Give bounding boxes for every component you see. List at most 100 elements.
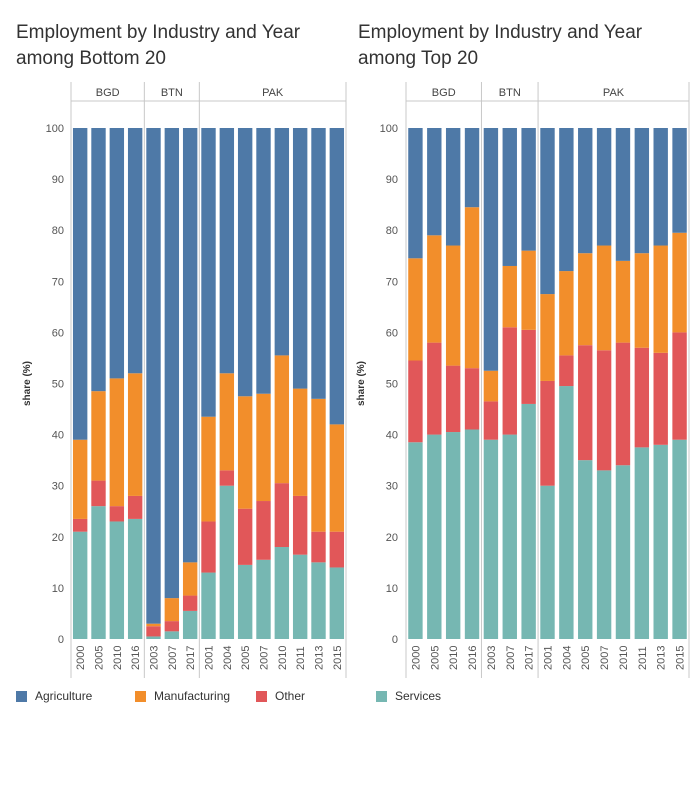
bar-segment-agriculture[interactable] (237, 128, 253, 397)
legend-item-other[interactable]: Other (256, 689, 305, 703)
bar-segment-manufacturing[interactable] (127, 373, 143, 496)
bar-segment-other[interactable] (427, 342, 442, 435)
bar-segment-services[interactable] (256, 559, 271, 639)
bar-segment-agriculture[interactable] (182, 128, 198, 563)
bar-segment-services[interactable] (164, 631, 180, 639)
bar-segment-other[interactable] (596, 350, 612, 471)
bar-segment-manufacturing[interactable] (274, 355, 290, 484)
bar-segment-manufacturing[interactable] (72, 439, 88, 519)
bar-segment-agriculture[interactable] (559, 128, 574, 272)
bar-segment-services[interactable] (578, 460, 593, 639)
bar-segment-manufacturing[interactable] (427, 235, 442, 343)
bar-segment-agriculture[interactable] (274, 128, 290, 356)
bar-segment-agriculture[interactable] (219, 128, 235, 374)
bar-segment-manufacturing[interactable] (329, 424, 345, 532)
bar-segment-services[interactable] (329, 567, 345, 639)
bar-segment-services[interactable] (219, 485, 235, 639)
bar-segment-services[interactable] (559, 386, 574, 639)
bar-segment-other[interactable] (274, 483, 290, 548)
bar-segment-agriculture[interactable] (653, 128, 668, 246)
bar-segment-other[interactable] (237, 508, 253, 565)
bar-segment-manufacturing[interactable] (653, 245, 668, 353)
bar-segment-manufacturing[interactable] (634, 253, 650, 348)
bar-segment-services[interactable] (427, 434, 442, 639)
bar-segment-manufacturing[interactable] (146, 623, 161, 627)
bar-segment-manufacturing[interactable] (578, 253, 593, 346)
bar-segment-agriculture[interactable] (329, 128, 345, 425)
bar-segment-agriculture[interactable] (634, 128, 650, 254)
bar-segment-other[interactable] (408, 360, 423, 443)
bar-segment-services[interactable] (596, 470, 612, 639)
bar-segment-agriculture[interactable] (578, 128, 593, 254)
bar-segment-manufacturing[interactable] (445, 245, 461, 366)
bar-segment-services[interactable] (72, 531, 88, 639)
bar-segment-manufacturing[interactable] (464, 207, 480, 369)
bar-segment-manufacturing[interactable] (559, 271, 574, 356)
bar-segment-agriculture[interactable] (445, 128, 461, 246)
bar-segment-services[interactable] (274, 547, 290, 639)
bar-segment-services[interactable] (634, 447, 650, 639)
bar-segment-other[interactable] (109, 506, 125, 522)
bar-segment-services[interactable] (182, 610, 198, 639)
bar-segment-manufacturing[interactable] (483, 370, 499, 402)
bar-segment-services[interactable] (237, 564, 253, 639)
bar-segment-agriculture[interactable] (91, 128, 106, 392)
bar-segment-services[interactable] (201, 572, 216, 639)
bar-segment-services[interactable] (127, 518, 143, 639)
bar-segment-manufacturing[interactable] (311, 398, 326, 532)
bar-segment-services[interactable] (653, 444, 668, 639)
bar-segment-manufacturing[interactable] (91, 391, 106, 481)
bar-segment-manufacturing[interactable] (164, 598, 180, 622)
bar-segment-other[interactable] (292, 495, 308, 555)
bar-segment-other[interactable] (91, 480, 106, 507)
bar-segment-services[interactable] (109, 521, 125, 639)
bar-segment-services[interactable] (483, 439, 499, 639)
bar-segment-services[interactable] (464, 429, 480, 639)
bar-segment-other[interactable] (201, 521, 216, 573)
bar-segment-manufacturing[interactable] (502, 265, 517, 328)
bar-segment-services[interactable] (91, 506, 106, 639)
bar-segment-manufacturing[interactable] (596, 245, 612, 351)
bar-segment-manufacturing[interactable] (237, 396, 253, 509)
bar-segment-manufacturing[interactable] (521, 250, 536, 330)
bar-segment-other[interactable] (615, 342, 631, 466)
bar-segment-services[interactable] (502, 434, 517, 639)
bar-segment-services[interactable] (615, 465, 631, 639)
bar-segment-manufacturing[interactable] (256, 393, 271, 502)
bar-segment-services[interactable] (540, 485, 555, 639)
bar-segment-other[interactable] (127, 495, 143, 519)
bar-segment-other[interactable] (146, 626, 161, 637)
bar-segment-agriculture[interactable] (596, 128, 612, 246)
bar-segment-agriculture[interactable] (256, 128, 271, 394)
bar-segment-agriculture[interactable] (311, 128, 326, 399)
bar-segment-other[interactable] (634, 347, 650, 448)
legend-item-manufacturing[interactable]: Manufacturing (135, 689, 230, 703)
bar-segment-services[interactable] (408, 442, 423, 639)
bar-segment-other[interactable] (653, 352, 668, 445)
bar-segment-manufacturing[interactable] (408, 258, 423, 361)
bar-segment-other[interactable] (483, 401, 499, 440)
bar-segment-agriculture[interactable] (127, 128, 143, 374)
bar-segment-agriculture[interactable] (146, 128, 161, 624)
bar-segment-agriculture[interactable] (540, 128, 555, 295)
legend-item-agriculture[interactable]: Agriculture (16, 689, 92, 703)
bar-segment-services[interactable] (672, 439, 687, 639)
bar-segment-services[interactable] (521, 403, 536, 639)
bar-segment-agriculture[interactable] (521, 128, 536, 251)
bar-segment-manufacturing[interactable] (201, 416, 216, 522)
bar-segment-manufacturing[interactable] (219, 373, 235, 471)
bar-segment-other[interactable] (540, 380, 555, 486)
bar-segment-agriculture[interactable] (464, 128, 480, 208)
bar-segment-services[interactable] (445, 432, 461, 639)
bar-segment-services[interactable] (146, 636, 161, 639)
legend-item-services[interactable]: Services (376, 689, 441, 703)
bar-segment-services[interactable] (292, 554, 308, 639)
bar-segment-manufacturing[interactable] (109, 378, 125, 507)
bar-segment-other[interactable] (72, 518, 88, 532)
bar-segment-manufacturing[interactable] (292, 388, 308, 496)
bar-segment-manufacturing[interactable] (615, 260, 631, 343)
bar-segment-other[interactable] (464, 368, 480, 430)
bar-segment-manufacturing[interactable] (672, 232, 687, 333)
bar-segment-other[interactable] (578, 345, 593, 461)
bar-segment-agriculture[interactable] (427, 128, 442, 236)
